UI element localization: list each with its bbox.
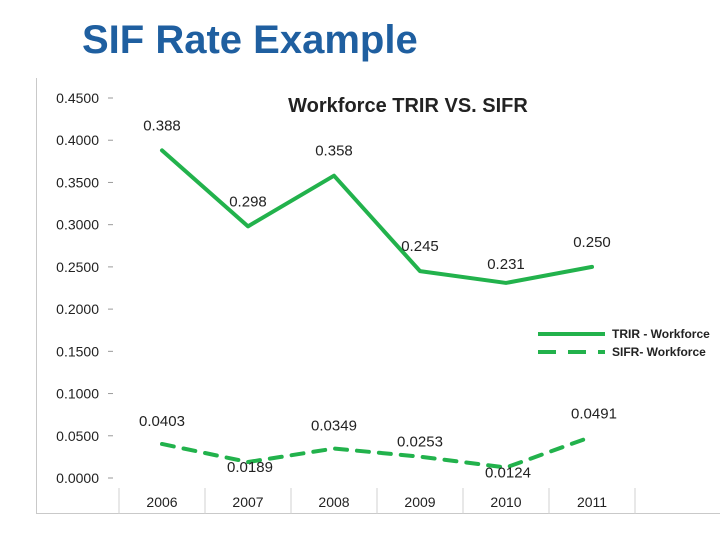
data-label: 0.0253 — [397, 434, 443, 451]
x-tick-label: 2008 — [318, 494, 349, 510]
x-tick-label: 2009 — [404, 494, 435, 510]
y-tick-label: 0.4500 — [56, 90, 99, 106]
y-tick-label: 0.4000 — [56, 132, 99, 148]
x-tick-label: 2010 — [490, 494, 521, 510]
y-tick-label: 0.2000 — [56, 301, 99, 317]
y-tick-label: 0.2500 — [56, 259, 99, 275]
data-label: 0.388 — [143, 117, 181, 134]
slide-title: SIF Rate Example — [82, 18, 418, 62]
series-line-1 — [160, 434, 594, 470]
y-tick-label: 0.0000 — [56, 470, 99, 486]
y-tick-label: 0.0500 — [56, 428, 99, 444]
chart-title: Workforce TRIR VS. SIFR — [288, 95, 528, 117]
y-tick-label: 0.1500 — [56, 343, 99, 359]
chart-frame — [36, 78, 720, 514]
series-layer: 0.388 0.298 0.358 0.245 0.231 0.250 0.0403 0.01… — [139, 117, 617, 481]
data-label: 0.250 — [573, 234, 611, 251]
data-label: 0.0189 — [227, 459, 273, 476]
x-tick-label: 2006 — [146, 494, 177, 510]
x-axis: 2006 2007 2008 2009 2010 2011 — [118, 488, 636, 514]
data-label: 0.298 — [229, 193, 267, 210]
legend-label-0: TRIR - Workforce — [612, 327, 710, 341]
x-tick-label: 2007 — [232, 494, 263, 510]
x-tick-label: 2011 — [577, 494, 607, 510]
data-label: 0.0349 — [311, 418, 357, 435]
data-label: 0.231 — [487, 256, 525, 273]
data-label: 0.245 — [401, 238, 439, 255]
y-tick-label: 0.3500 — [56, 174, 99, 190]
y-tick-label: 0.3000 — [56, 217, 99, 233]
data-label: 0.0124 — [485, 465, 531, 482]
series-line-0 — [160, 148, 594, 285]
data-label: 0.358 — [315, 143, 353, 160]
legend: TRIR - Workforce SIFR- Workforce — [538, 327, 710, 359]
y-axis: 0.0000 0.0500 0.1000 0.1500 0.2000 0.2500 0.30… — [56, 90, 113, 486]
data-label: 0.0491 — [571, 406, 617, 423]
legend-label-1: SIFR- Workforce — [612, 345, 706, 359]
data-label: 0.0403 — [139, 413, 185, 430]
y-tick-label: 0.1000 — [56, 386, 99, 402]
